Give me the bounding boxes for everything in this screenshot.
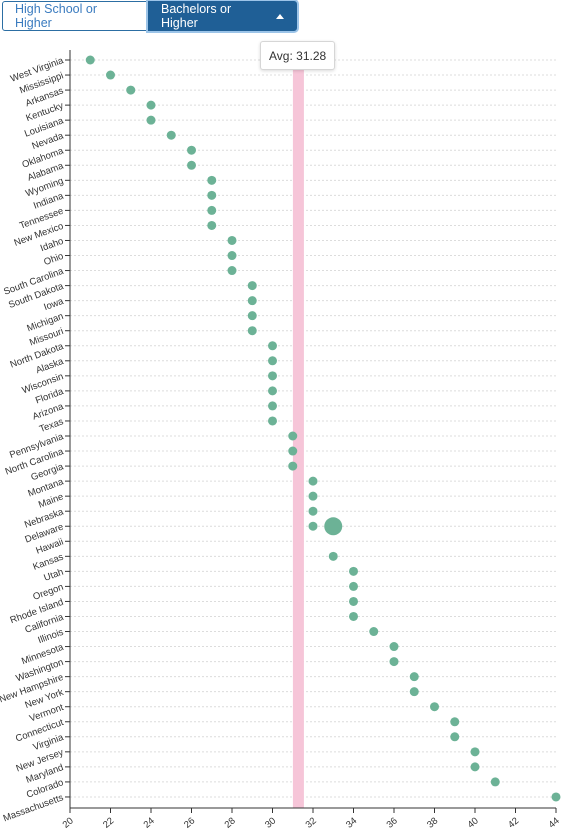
data-point [470,747,480,757]
data-point [187,145,196,155]
data-point [268,341,277,351]
data-point [126,85,136,95]
data-point [85,55,95,65]
tab-bachelors-or-higher[interactable]: Bachelors or Higher [148,1,297,31]
state-label: Utah [42,567,65,584]
data-point [207,205,217,215]
data-point [227,235,237,245]
average-tooltip-prefix: Avg: [269,48,297,63]
x-tick-label: 36 [385,815,400,830]
average-tooltip-value: 31.28 [296,48,327,63]
state-label: Iowa [42,296,65,313]
average-tooltip: Avg: 31.28 [260,41,336,70]
data-point [146,115,156,125]
average-band [292,52,304,808]
tab-bachelors-label: Bachelors or Higher [161,2,232,30]
caret-up-icon [276,13,284,19]
data-point [207,220,217,230]
data-point [268,371,277,381]
data-point [268,401,277,411]
data-point [227,266,237,276]
data-point [308,491,318,501]
data-point [349,596,358,606]
data-point [349,566,358,576]
data-point [247,281,257,291]
tab-high-school-label: High School or Higher [15,2,97,30]
data-point [450,717,460,727]
data-point [450,732,460,742]
data-point [308,521,318,531]
data-point [247,296,257,306]
data-point [207,175,217,185]
x-tick-label: 28 [223,815,238,830]
data-point [268,386,277,396]
data-point [308,506,318,516]
data-point [187,160,196,170]
x-tick-label: 34 [344,815,359,830]
data-point [207,190,217,200]
data-point [268,416,277,426]
metric-tabs: High School or Higher Bachelors or Highe… [2,1,297,31]
data-point [369,627,379,637]
data-point [288,431,298,441]
data-point [268,356,277,366]
data-point [349,611,358,621]
data-point [389,657,399,667]
data-point [247,311,257,321]
data-point [308,476,318,486]
data-point [490,777,500,787]
data-point [409,687,419,697]
data-point [247,326,257,336]
data-point [409,672,419,682]
x-tick-label: 40 [466,815,481,830]
x-tick-label: 42 [506,815,521,830]
data-point [470,762,480,772]
data-point [328,551,338,561]
data-point [389,642,399,652]
x-tick-label: 24 [142,815,157,830]
data-point [166,130,176,140]
data-point [430,702,439,712]
data-point [288,461,298,471]
data-point [551,792,561,802]
data-point [106,70,115,80]
tab-high-school-or-higher[interactable]: High School or Higher [2,1,148,31]
x-tick-label: 44 [547,815,562,830]
data-point [324,517,343,536]
x-tick-label: 26 [182,815,197,830]
state-label: Ohio [42,251,65,268]
data-point [349,581,358,591]
x-tick-label: 30 [263,815,278,830]
x-tick-label: 38 [425,815,440,830]
data-point [146,100,156,110]
data-point [227,251,237,261]
x-tick-label: 22 [101,815,116,830]
x-tick-label: 20 [61,815,76,830]
data-point [288,446,298,456]
x-tick-label: 32 [304,815,319,830]
